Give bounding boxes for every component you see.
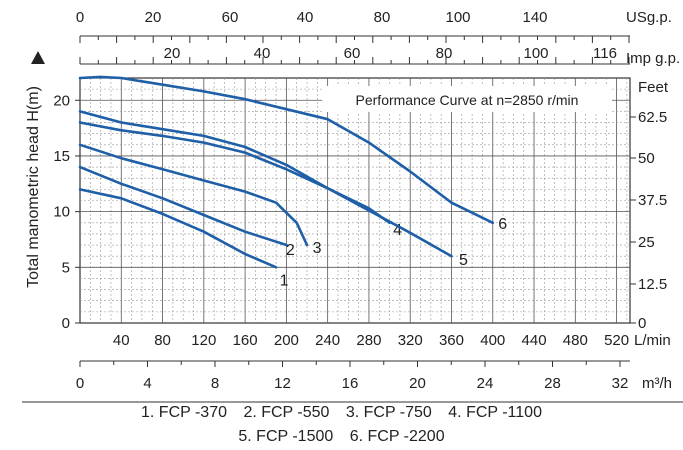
- series-curve-1: [78, 188, 278, 269]
- chart-title: Performance Curve at n=2850 r/min: [356, 92, 579, 108]
- y-tick-label: 15: [53, 148, 70, 165]
- m3h-tick-label: 8: [211, 375, 219, 392]
- feet-tick-label: 62.5: [638, 109, 667, 126]
- series-label-3: 3: [313, 240, 322, 257]
- x-lmin-tick-label: 480: [563, 332, 588, 349]
- impgp-axis-label: Imp g.p.: [626, 50, 680, 67]
- y-tick-label: 10: [53, 204, 70, 221]
- legend-item-5: 5. FCP -1500: [238, 428, 334, 445]
- impgp-tick-label: 20: [164, 45, 181, 62]
- series-label-5: 5: [459, 252, 468, 269]
- usgp-tick-label: 100: [445, 9, 470, 26]
- m3h-tick-label: 16: [342, 375, 359, 392]
- legend-item-2: 2. FCP -550: [243, 404, 330, 421]
- feet-tick-label: 0: [638, 315, 646, 332]
- usgp-axis-label: USg.p.: [626, 9, 672, 26]
- y-tick-label: 20: [53, 92, 70, 109]
- feet-tick-label: 12.5: [638, 276, 667, 293]
- x-lmin-tick-label: 400: [480, 332, 505, 349]
- legend-row-1: 1. FCP -370 2. FCP -550 3. FCP -750 4. F…: [0, 404, 683, 422]
- series-curve-6: [78, 75, 495, 225]
- legend-row-2: 5. FCP -1500 6. FCP -2200: [0, 428, 683, 446]
- impgp-tick-label: 116: [593, 45, 617, 62]
- series-label-1: 1: [280, 272, 289, 289]
- title-background: [322, 86, 612, 112]
- m3h-tick-label: 28: [544, 375, 561, 392]
- series-label-6: 6: [498, 216, 507, 233]
- series-curve-3: [78, 143, 309, 247]
- m3h-tick-label: 32: [612, 375, 629, 392]
- legend-item-6: 6. FCP -2200: [349, 428, 445, 445]
- m3h-tick-label: 4: [143, 375, 151, 392]
- series-label-2: 2: [286, 242, 295, 259]
- y-tick-label: 0: [62, 315, 70, 332]
- m3h-axis-label: m³/h: [642, 375, 672, 392]
- impgp-tick-label: 60: [344, 45, 361, 62]
- m3h-tick-label: 12: [274, 375, 291, 392]
- series-label-4: 4: [393, 222, 402, 239]
- usgp-tick-label: 40: [297, 9, 314, 26]
- legend-item-1: 1. FCP -370: [141, 404, 227, 421]
- y-axis-title: Total manometric head H(m): [25, 86, 42, 288]
- x-lmin-tick-label: 120: [191, 332, 216, 349]
- usgp-tick-label: 0: [76, 9, 84, 26]
- feet-tick-label: 37.5: [638, 192, 667, 209]
- legend-item-4: 4. FCP -1100: [448, 404, 542, 421]
- y-tick-label: 5: [62, 259, 70, 276]
- m3h-tick-label: 0: [76, 375, 84, 392]
- feet-axis-label: Feet: [638, 79, 669, 96]
- x-lmin-tick-label: 40: [113, 332, 130, 349]
- impgp-tick-label: 40: [254, 45, 271, 62]
- usgp-tick-label: 60: [222, 9, 239, 26]
- x-lmin-tick-label: 80: [154, 332, 171, 349]
- x-lmin-tick-label: 520: [604, 332, 629, 349]
- m3h-tick-label: 20: [409, 375, 426, 392]
- m3h-tick-label: 24: [477, 375, 494, 392]
- x-lmin-tick-label: 160: [233, 332, 258, 349]
- x-lmin-tick-label: 280: [356, 332, 381, 349]
- usgp-tick-label: 140: [522, 9, 547, 26]
- x-lmin-tick-label: 320: [398, 332, 423, 349]
- y-axis-arrow: [31, 51, 45, 64]
- x-lmin-tick-label: 240: [315, 332, 340, 349]
- impgp-tick-label: 100: [523, 45, 548, 62]
- series-curve-5: [78, 110, 453, 258]
- usgp-tick-label: 80: [374, 9, 391, 26]
- feet-tick-label: 25: [638, 234, 655, 251]
- x-lmin-axis-label: L/min: [634, 332, 671, 349]
- feet-tick-label: 50: [638, 150, 655, 167]
- usgp-tick-label: 20: [145, 9, 162, 26]
- x-lmin-tick-label: 360: [439, 332, 464, 349]
- x-lmin-tick-label: 440: [522, 332, 547, 349]
- legend-item-3: 3. FCP -750: [345, 404, 432, 421]
- impgp-tick-label: 80: [436, 45, 453, 62]
- x-lmin-tick-label: 200: [274, 332, 299, 349]
- series-curve-2: [78, 165, 288, 247]
